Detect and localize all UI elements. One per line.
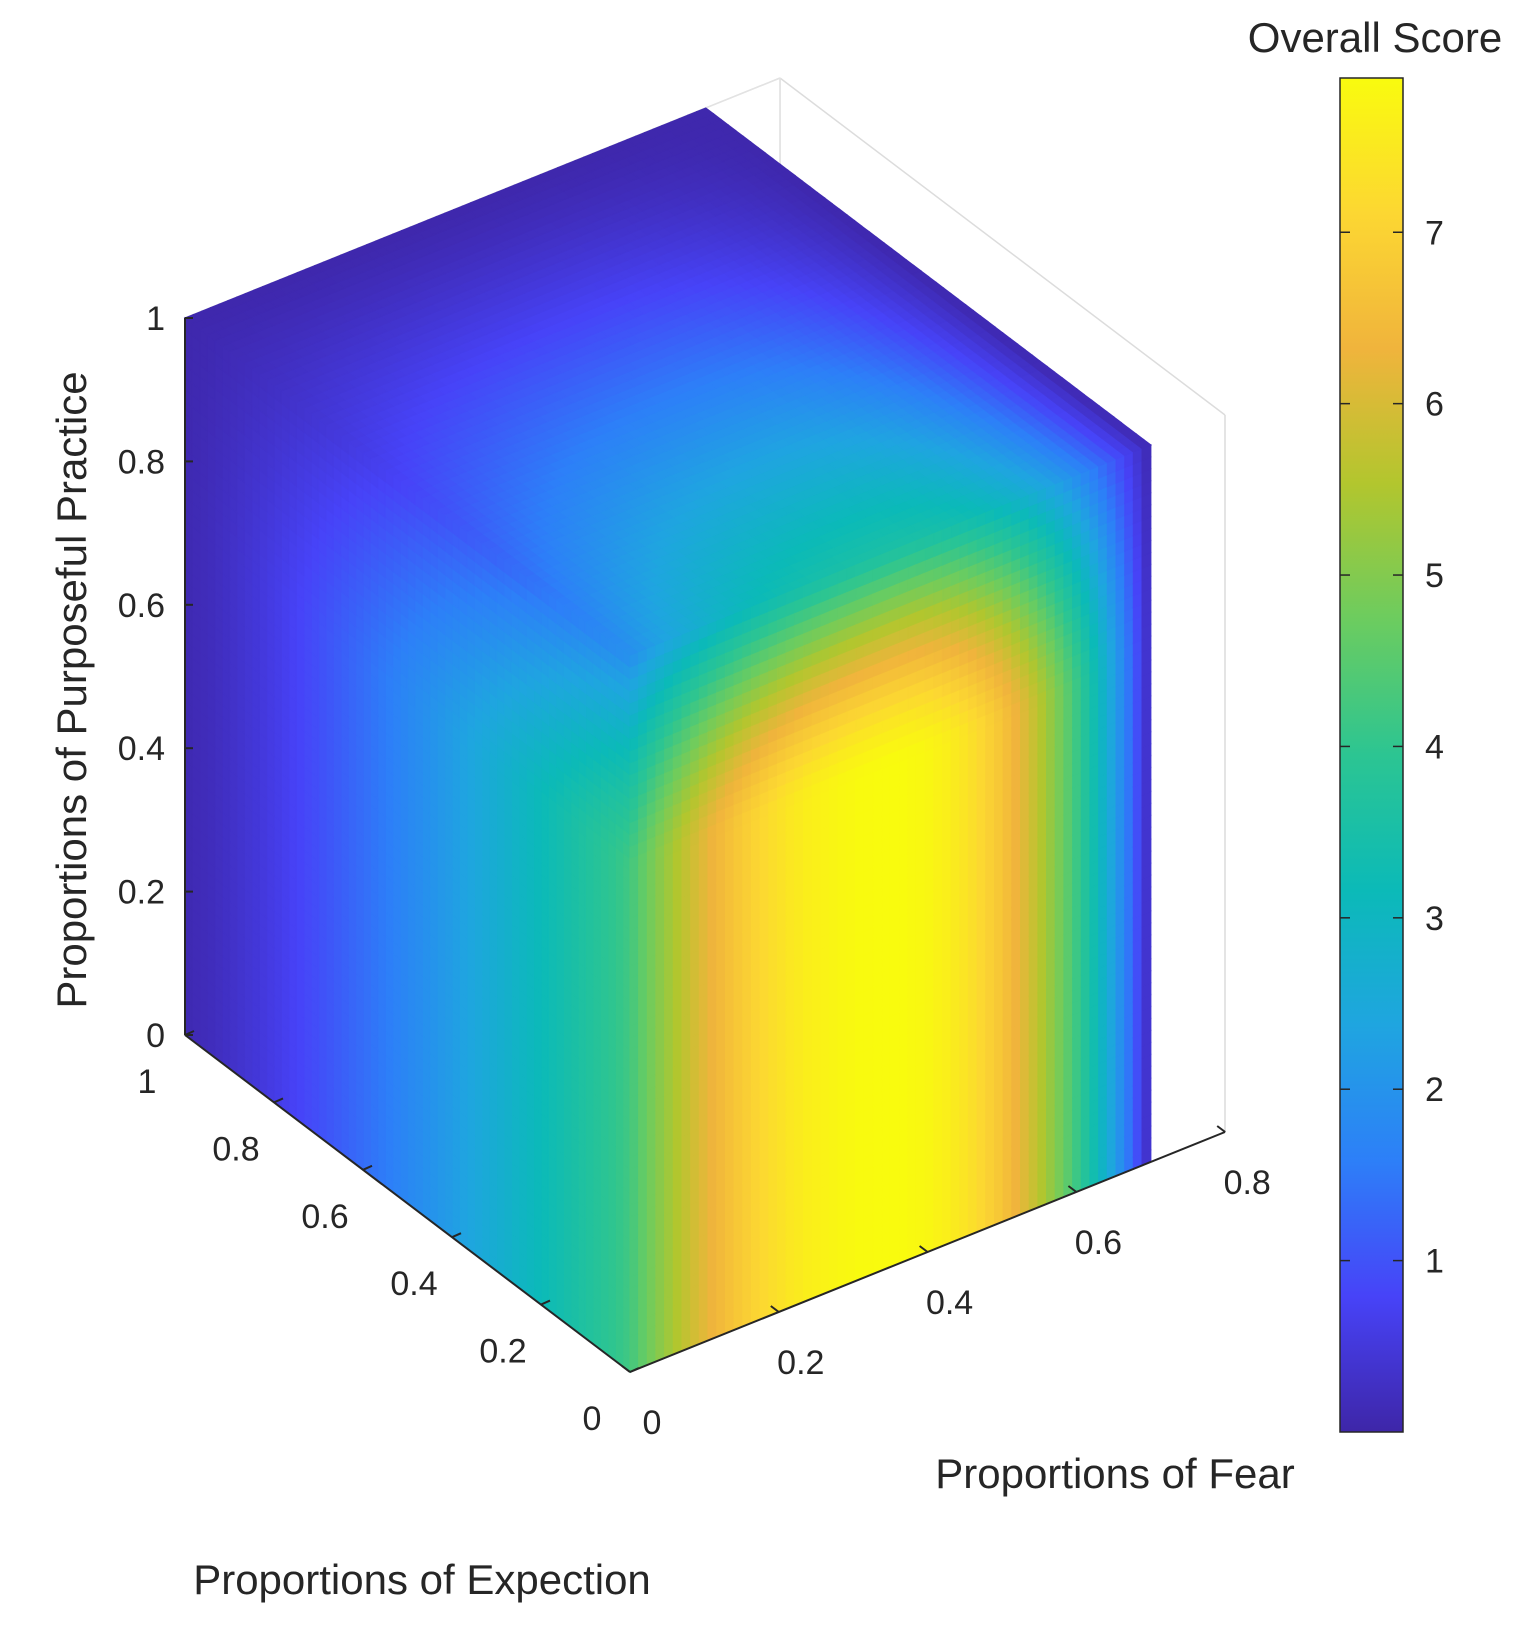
box-edge bbox=[779, 77, 1226, 416]
volume-slices bbox=[183, 107, 1153, 1374]
